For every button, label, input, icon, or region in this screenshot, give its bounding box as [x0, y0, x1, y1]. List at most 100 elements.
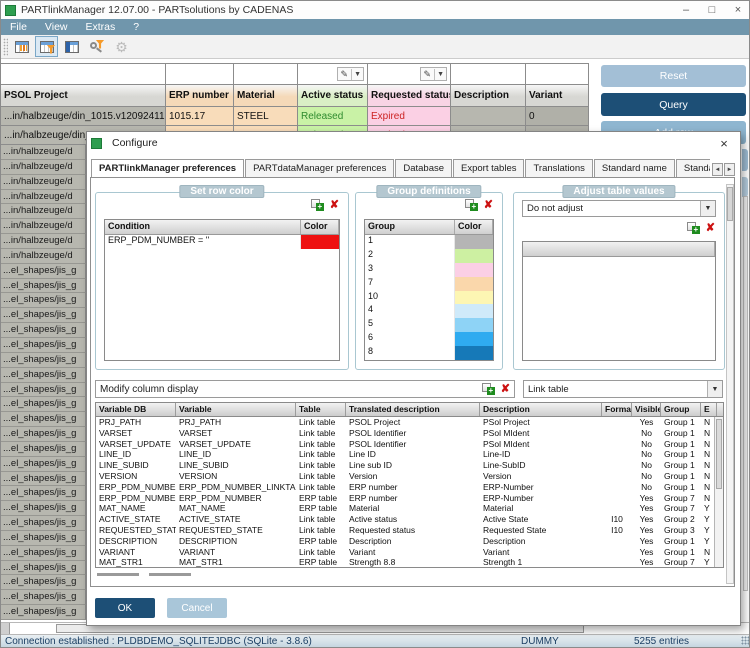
project-row[interactable]: ...el_shapes/jis_g	[1, 308, 86, 324]
tab-partdatamanager-preferences[interactable]: PARTdataManager preferences	[245, 159, 395, 178]
project-row[interactable]: ...el_shapes/jis_g	[1, 412, 86, 428]
project-row[interactable]: ...in/halbzeuge/d	[1, 174, 86, 190]
adjust-mode-dropdown[interactable]: Do not adjust ▼	[522, 200, 716, 217]
cancel-button[interactable]: Cancel	[167, 598, 227, 618]
chevron-down-icon[interactable]: ▼	[354, 70, 361, 78]
table-select-dropdown[interactable]: Link table ▼	[523, 380, 723, 398]
group-color-swatch[interactable]	[455, 346, 493, 360]
minimize-button[interactable]: –	[682, 4, 690, 16]
mod-column-header[interactable]: Variable	[176, 403, 296, 416]
project-row[interactable]: ...in/halbzeuge/d	[1, 204, 86, 220]
condition-column-header[interactable]: Condition	[105, 220, 301, 234]
mod-column-header[interactable]: Description	[480, 403, 602, 416]
group-color-column-header[interactable]: Color	[455, 220, 493, 234]
delete-adjust-rule-icon[interactable]: ✘	[705, 221, 715, 234]
group-color-swatch[interactable]	[455, 304, 493, 319]
mod-table-row[interactable]: VARIANT VARIANT Link table Variant Variant Ye…	[96, 547, 723, 558]
mod-table-row[interactable]: LINE_SUBID LINE_SUBID Link table Line sub I…	[96, 460, 723, 471]
group-row[interactable]: 4	[365, 304, 493, 319]
mod-table-row[interactable]: REQUESTED_STATE REQUESTED_STATE Link table…	[96, 525, 723, 536]
mod-table-row[interactable]: VERSION VERSION Link table Version Version No…	[96, 471, 723, 482]
project-row[interactable]: ...in/halbzeuge/d	[1, 159, 86, 175]
dialog-close-button[interactable]: ×	[720, 135, 728, 151]
add-adjust-rule-icon[interactable]: +	[686, 222, 700, 234]
group-column-header[interactable]: Group	[365, 220, 455, 234]
group-color-swatch[interactable]	[455, 318, 493, 333]
group-row[interactable]: 3	[365, 262, 493, 277]
column-header[interactable]: ERP number	[166, 85, 234, 107]
project-row[interactable]: ...el_shapes/jis_g	[1, 456, 86, 472]
project-row[interactable]: ...el_shapes/jis_g	[1, 263, 86, 279]
hscroll-thumb[interactable]	[149, 573, 191, 576]
column-table-scrollbar[interactable]	[714, 417, 723, 567]
add-group-icon[interactable]: +	[464, 199, 478, 211]
dialog-scrollbar-thumb[interactable]	[727, 187, 733, 221]
tab-partlinkmanager-preferences[interactable]: PARTlinkManager preferences	[91, 159, 245, 178]
project-row[interactable]: ...in/halbzeuge/d	[1, 145, 86, 160]
project-row[interactable]: ...el_shapes/jis_g	[1, 337, 86, 353]
column-table-scrollbar-thumb[interactable]	[716, 419, 722, 489]
menu-file[interactable]: File	[10, 21, 27, 33]
mod-table-row[interactable]: VARSET_UPDATE VARSET_UPDATE Link table PSOL…	[96, 439, 723, 450]
query-button[interactable]: Query	[601, 93, 746, 116]
table-cell[interactable]: ...in/halbzeuge/din_1015.v120924112730.p…	[1, 107, 166, 126]
project-row[interactable]: ...el_shapes/jis_g	[1, 278, 86, 294]
project-row[interactable]: ...in/halbzeuge/d	[1, 234, 86, 249]
project-row[interactable]: ...el_shapes/jis_g	[1, 575, 86, 591]
column-header[interactable]: Variant	[526, 85, 589, 107]
mod-column-header[interactable]: Format	[602, 403, 632, 416]
reset-button[interactable]: Reset	[601, 65, 746, 87]
tab-export-tables[interactable]: Export tables	[453, 159, 525, 178]
column-header[interactable]: Description	[451, 85, 526, 107]
tab-translations[interactable]: Translations	[525, 159, 593, 178]
tab-scroll-left-icon[interactable]: ◄	[712, 163, 723, 176]
group-row[interactable]: 8	[365, 346, 493, 360]
pencil-icon[interactable]: ✎	[421, 68, 436, 80]
ok-button[interactable]: OK	[95, 598, 155, 618]
project-row[interactable]: ...el_shapes/jis_g	[1, 545, 86, 561]
column-header[interactable]: Active status	[298, 85, 368, 107]
mod-column-header[interactable]: Group	[661, 403, 701, 416]
column-table-hscrollbar[interactable]	[97, 572, 397, 578]
menu-[interactable]: ?	[133, 21, 140, 33]
add-column-icon[interactable]: +	[481, 383, 495, 395]
group-row[interactable]: 1	[365, 235, 493, 249]
table-panel-icon[interactable]	[60, 36, 83, 57]
project-row[interactable]: ...in/halbzeuge/d	[1, 219, 86, 235]
group-row[interactable]: 2	[365, 248, 493, 263]
project-row[interactable]: ...el_shapes/jis_g	[1, 605, 86, 620]
settings-gear-icon[interactable]: ⚙	[110, 36, 133, 57]
mod-column-header[interactable]: Variable DB	[96, 403, 176, 416]
delete-group-icon[interactable]: ✘	[483, 198, 493, 211]
column-header[interactable]: Requested status	[368, 85, 451, 107]
chevron-down-icon[interactable]: ▼	[707, 381, 722, 397]
maximize-button[interactable]: □	[708, 4, 716, 16]
dialog-scrollbar[interactable]	[726, 184, 734, 584]
project-row[interactable]: ...el_shapes/jis_g	[1, 397, 86, 413]
group-row[interactable]: 10	[365, 290, 493, 305]
project-row[interactable]: ...el_shapes/jis_g	[1, 471, 86, 487]
menu-view[interactable]: View	[44, 21, 68, 33]
project-row[interactable]: ...el_shapes/jis_g	[1, 441, 86, 457]
mod-table-row[interactable]: ACTIVE_STATE ACTIVE_STATE Link table Active…	[96, 514, 723, 525]
project-row[interactable]: ...el_shapes/jis_g	[1, 590, 86, 606]
mod-table-row[interactable]: MAT_STR1 MAT_STR1 ERP table Strength 8.8 Str…	[96, 557, 723, 567]
filter-wand-icon[interactable]	[85, 36, 108, 57]
close-button[interactable]: ×	[734, 4, 742, 16]
table-report-icon[interactable]	[10, 36, 33, 57]
project-row[interactable]: ...el_shapes/jis_g	[1, 352, 86, 368]
group-row[interactable]: 7	[365, 276, 493, 291]
project-row[interactable]: ...el_shapes/jis_g	[1, 516, 86, 531]
table-filter-icon[interactable]	[35, 36, 58, 57]
condition-row[interactable]: ERP_PDM_NUMBER = ''	[105, 235, 339, 249]
group-color-swatch[interactable]	[455, 290, 493, 305]
project-row[interactable]: ...el_shapes/jis_g	[1, 323, 86, 338]
group-color-swatch[interactable]	[455, 332, 493, 347]
mod-column-header[interactable]: E	[701, 403, 717, 416]
chevron-down-icon[interactable]: ▼	[700, 201, 715, 216]
table-cell[interactable]: Expired	[368, 107, 451, 126]
group-row[interactable]: 6	[365, 332, 493, 347]
project-row[interactable]: ...el_shapes/jis_g	[1, 382, 86, 398]
mod-column-header[interactable]: Visible	[632, 403, 661, 416]
tab-standard-name[interactable]: Standard name	[593, 159, 675, 178]
